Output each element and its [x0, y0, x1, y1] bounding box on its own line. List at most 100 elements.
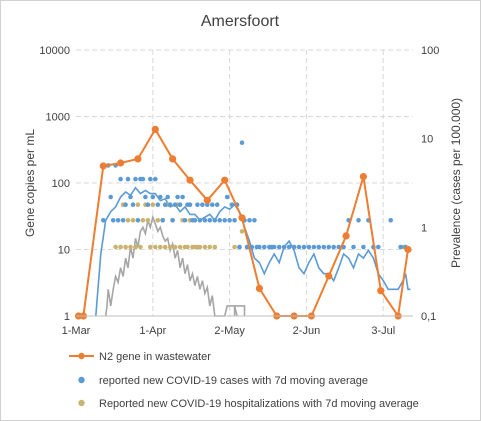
- cases-moving-average-line: [95, 186, 411, 317]
- wastewater-point: [99, 162, 107, 170]
- case-point: [212, 218, 218, 223]
- case-point: [135, 218, 141, 223]
- case-point: [321, 244, 327, 250]
- wastewater-point: [325, 272, 333, 280]
- hospitalization-point: [155, 218, 161, 223]
- case-point: [110, 218, 116, 223]
- hospitalization-point: [158, 244, 163, 250]
- plot-area: [74, 125, 412, 320]
- case-point: [351, 244, 356, 250]
- case-point: [257, 244, 262, 250]
- case-point: [195, 202, 200, 207]
- case-point: [128, 194, 133, 200]
- case-point: [388, 218, 394, 223]
- case-point: [376, 244, 381, 250]
- hospitalization-point: [148, 244, 153, 250]
- wastewater-point: [203, 196, 211, 204]
- hospitalizations-moving-average-line-segment: [233, 305, 246, 316]
- hospitalization-point: [133, 244, 138, 250]
- case-point: [331, 244, 337, 250]
- hospitalizations-moving-average-line: [104, 214, 238, 317]
- case-point: [118, 176, 123, 182]
- case-point: [356, 218, 361, 223]
- case-point: [182, 218, 188, 223]
- hospitalization-point: [123, 244, 128, 250]
- case-point: [239, 140, 245, 145]
- case-point: [153, 176, 158, 182]
- case-point: [271, 244, 277, 250]
- wastewater-point: [134, 155, 142, 163]
- legend-label-cases: reported new COVID-19 cases with 7d movi…: [99, 375, 368, 387]
- case-point: [306, 244, 312, 250]
- case-point: [177, 202, 183, 207]
- hospitalization-point: [130, 218, 136, 223]
- case-point: [301, 244, 307, 250]
- case-point: [175, 194, 180, 200]
- case-point: [148, 176, 153, 182]
- legend-item-hospitalizations: Reported new COVID-19 hospitalizations w…: [78, 398, 419, 410]
- hospitalization-point: [212, 244, 218, 250]
- case-point: [311, 244, 317, 250]
- legend: N2 gene in wastewater reported new COVID…: [69, 351, 419, 410]
- case-point: [143, 194, 148, 200]
- case-point: [130, 202, 136, 207]
- wastewater-point: [404, 245, 412, 254]
- case-point: [237, 244, 242, 250]
- case-point: [229, 202, 235, 207]
- case-point: [214, 202, 220, 207]
- hospitalization-point: [202, 244, 208, 250]
- axes: 1 10 100 1000 10000 0,1 1 10 100 1-Mar 1-Apr 2-May 2…: [39, 45, 439, 337]
- legend-item-cases: reported new COVID-19 cases with 7d movi…: [78, 375, 368, 387]
- legend-item-wastewater: N2 gene in wastewater: [69, 351, 211, 363]
- case-point: [210, 202, 215, 207]
- hospitalization-point: [239, 229, 245, 234]
- hospitalization-point: [172, 244, 178, 250]
- hospitalization-point: [118, 244, 123, 250]
- x-tick-label: 3-Jul: [371, 325, 395, 337]
- case-point: [108, 194, 113, 200]
- case-point: [160, 218, 165, 223]
- y-right-tick-label: 10: [421, 134, 433, 146]
- hospitalization-point: [197, 244, 203, 250]
- y-left-tick-label: 100: [52, 178, 70, 190]
- case-point: [222, 218, 227, 223]
- case-point: [120, 218, 126, 223]
- hospitalization-point: [232, 244, 237, 250]
- y-left-tick-label: 1: [64, 311, 70, 323]
- case-point: [115, 218, 121, 223]
- case-point: [187, 202, 193, 207]
- x-tick-label: 1-Apr: [139, 325, 166, 337]
- y-left-tick-label: 1000: [46, 112, 70, 124]
- hospitalization-point: [140, 218, 146, 223]
- case-point: [172, 202, 178, 207]
- hospitalization-point: [135, 202, 141, 207]
- case-point: [101, 218, 106, 223]
- case-point: [291, 244, 297, 250]
- case-point: [125, 176, 131, 182]
- case-point: [217, 218, 222, 223]
- case-point: [165, 194, 170, 200]
- x-tick-label: 2-Jun: [293, 325, 321, 337]
- case-point: [180, 194, 185, 200]
- case-point: [326, 244, 332, 250]
- case-point: [207, 218, 213, 223]
- hospitalization-point: [153, 244, 158, 250]
- y-right-tick-label: 0,1: [421, 311, 436, 323]
- case-point: [232, 218, 237, 223]
- wastewater-point: [221, 176, 229, 184]
- case-point: [262, 244, 267, 250]
- y-right-tick-label: 1: [421, 222, 427, 234]
- case-point: [361, 244, 366, 250]
- y-axis-right-title: Prevalence (cases per 100.000): [449, 98, 463, 268]
- case-point: [247, 218, 252, 223]
- wastewater-point: [342, 232, 350, 240]
- wastewater-point: [151, 125, 159, 133]
- hospitalization-point: [113, 244, 118, 250]
- case-point: [276, 244, 282, 250]
- case-point: [252, 218, 257, 223]
- hospitalization-point: [125, 218, 131, 223]
- case-point: [192, 218, 198, 223]
- hospitalization-point: [167, 244, 173, 250]
- wastewater-point: [238, 214, 246, 222]
